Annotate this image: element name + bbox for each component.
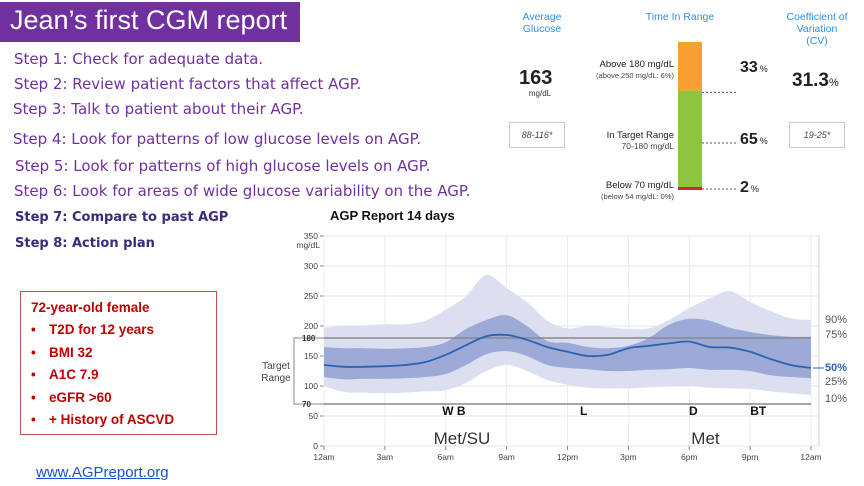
median-line <box>323 333 812 369</box>
step-3: Step 3: Talk to patient about their AGP. <box>13 100 304 118</box>
percentile-label: 50% <box>825 362 847 374</box>
patient-factor-list: T2D for 12 years BMI 32 A1C 7.9 eGFR >60… <box>21 322 174 435</box>
average-glucose-value: 163 <box>519 67 553 89</box>
target-range-label: Target <box>262 361 290 372</box>
step-8: Step 8: Action plan <box>15 236 155 251</box>
medication-label: Met/SU <box>434 429 491 448</box>
above-range-subtext: (above 250 mg/dL: 6%) <box>596 71 674 80</box>
patient-factor-item: A1C 7.9 <box>31 367 174 390</box>
time-in-range-bar <box>678 42 736 190</box>
x-tick-label: 6pm <box>681 452 698 462</box>
x-tick-label: 3am <box>377 452 394 462</box>
above-range-text: Above 180 mg/dL <box>599 59 674 70</box>
patient-factor-item: + History of ASCVD <box>31 412 174 435</box>
x-tick-label: 6am <box>437 452 454 462</box>
y-tick-label: 50 <box>309 411 319 421</box>
above-range-label: Above 180 mg/dL (above 250 mg/dL: 6%) <box>578 59 674 81</box>
target-range-segment <box>678 90 702 188</box>
below-range-label: Below 70 mg/dL (below 54 mg/dL: 0%) <box>578 180 674 202</box>
cv-label: Coefficient of Variation (CV) <box>786 11 848 47</box>
target-low-label: 70 <box>302 400 311 409</box>
target-range-label: In Target Range 70-180 mg/dL <box>578 130 674 152</box>
cv-goal: 19-25* <box>789 122 845 148</box>
target-range-text: In Target Range <box>606 130 674 141</box>
target-high-label: 180 <box>302 334 316 343</box>
below-range-segment <box>678 187 702 190</box>
x-tick-label: 3pm <box>620 452 637 462</box>
meal-marker: D <box>689 404 698 418</box>
y-tick-label: 300 <box>304 261 318 271</box>
target-range-percent: 65% <box>740 131 768 148</box>
meal-marker: BT <box>750 404 767 418</box>
x-tick-label: 9am <box>498 452 515 462</box>
medication-label: Met <box>691 429 720 448</box>
average-glucose-goal: 88-116* <box>509 122 565 148</box>
target-range-bracket <box>293 337 300 405</box>
percentile-label: 90% <box>825 314 847 326</box>
y-tick-label: 150 <box>304 351 318 361</box>
patient-info-box: 72-year-old female T2D for 12 years BMI … <box>20 291 217 435</box>
meal-marker: W B <box>442 404 466 418</box>
above-range-percent: 33% <box>740 59 768 76</box>
step-5: Step 5: Look for patterns of high glucos… <box>15 157 431 175</box>
percentile-label: 75% <box>825 329 847 341</box>
x-tick-label: 12pm <box>557 452 578 462</box>
patient-factor-item: T2D for 12 years <box>31 322 174 345</box>
average-glucose-unit: mg/dL <box>528 89 552 98</box>
step-1: Step 1: Check for adequate data. <box>14 50 264 68</box>
x-tick-label: 12am <box>313 452 334 462</box>
below-range-text: Below 70 mg/dL <box>605 180 674 191</box>
step-7: Step 7: Compare to past AGP <box>15 210 229 225</box>
target-range-subtext: 70-180 mg/dL <box>621 141 674 151</box>
below-range-percent: 2% <box>740 179 759 196</box>
percentile-label: 10% <box>825 393 847 405</box>
time-in-range-label: Time In Range <box>645 11 715 23</box>
band-25-75 <box>324 315 811 380</box>
agp-title: AGP Report 14 days <box>330 208 455 223</box>
below-range-subtext: (below 54 mg/dL: 0%) <box>601 192 674 201</box>
average-glucose-label: Average Glucose <box>522 11 562 35</box>
target-range-label: Range <box>261 373 291 384</box>
y-tick-label: 250 <box>304 291 318 301</box>
step-2: Step 2: Review patient factors that affe… <box>14 75 362 93</box>
patient-heading: 72-year-old female <box>31 300 150 315</box>
patient-factor-item: eGFR >60 <box>31 390 174 413</box>
x-tick-label: 12am <box>800 452 821 462</box>
x-tick-label: 9pm <box>742 452 759 462</box>
meal-marker: L <box>580 404 587 418</box>
y-tick-label: 350 <box>304 231 318 241</box>
y-tick-label: 100 <box>304 381 318 391</box>
step-6: Step 6: Look for areas of wide glucose v… <box>14 182 471 200</box>
above-range-segment <box>678 42 702 91</box>
y-axis-unit: mg/dL <box>296 240 320 250</box>
y-tick-label: 200 <box>304 321 318 331</box>
agp-report-link[interactable]: www.AGPreport.org <box>36 464 169 481</box>
patient-factor-item: BMI 32 <box>31 345 174 368</box>
title-banner: Jean’s first CGM report <box>0 2 300 42</box>
step-4: Step 4: Look for patterns of low glucose… <box>13 130 422 148</box>
percentile-label: 25% <box>825 376 847 388</box>
cv-value: 31.3% <box>792 70 839 91</box>
slide-title: Jean’s first CGM report <box>10 5 288 35</box>
y-tick-label: 0 <box>313 441 318 451</box>
